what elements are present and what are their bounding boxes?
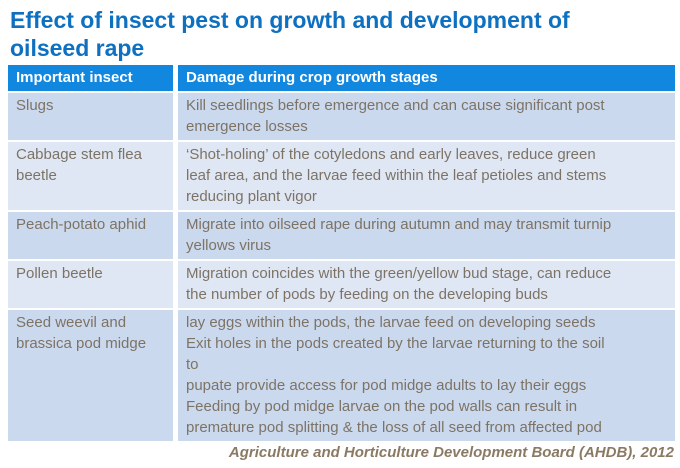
damage-cell: ‘Shot-holing’ of the cotyledons and earl… (178, 142, 675, 210)
damage-cell: Migration coincides with the green/yello… (178, 261, 675, 308)
insect-cell: Pollen beetle (8, 261, 173, 308)
table-row: Seed weevil and brassica pod midge lay e… (8, 310, 675, 441)
insect-damage-table: Important insect Damage during crop grow… (8, 65, 675, 441)
insect-cell: Cabbage stem flea beetle (8, 142, 173, 210)
insect-cell: Seed weevil and brassica pod midge (8, 310, 173, 441)
insect-cell: Slugs (8, 93, 173, 140)
column-header-important-insect: Important insect (8, 65, 173, 91)
insect-cell: Peach-potato aphid (8, 212, 173, 259)
table-header-row: Important insect Damage during crop grow… (8, 65, 675, 91)
table-row: Pollen beetle Migration coincides with t… (8, 261, 675, 308)
table-row: Slugs Kill seedlings before emergence an… (8, 93, 675, 140)
column-header-damage: Damage during crop growth stages (178, 65, 675, 91)
damage-cell: lay eggs within the pods, the larvae fee… (178, 310, 675, 441)
table-row: Cabbage stem flea beetle ‘Shot-holing’ o… (8, 142, 675, 210)
table-row: Peach-potato aphid Migrate into oilseed … (8, 212, 675, 259)
damage-cell: Migrate into oilseed rape during autumn … (178, 212, 675, 259)
damage-cell: Kill seedlings before emergence and can … (178, 93, 675, 140)
source-attribution: Agriculture and Horticulture Development… (228, 444, 674, 461)
page-title: Effect of insect pest on growth and deve… (10, 7, 570, 61)
